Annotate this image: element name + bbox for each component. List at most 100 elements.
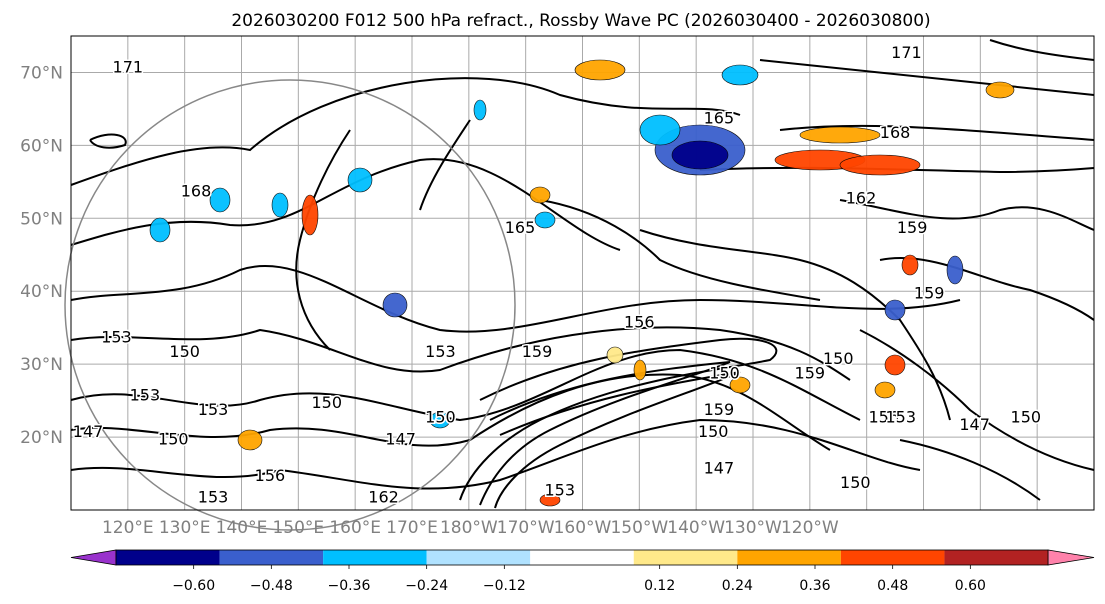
contour-label: 150 [169,342,200,361]
longitude-tick-label: 170°E [386,518,438,538]
contour-label: 171 [113,57,144,76]
contour-label: 162 [846,189,877,208]
longitude-labels: 120°E 130°E 140°E 150°E 160°E 170°E 180°W 170°W… [102,518,839,538]
contour-label: 150 [709,364,740,383]
refractivity-contour-line [899,439,1041,501]
contour-label: 150 [823,349,854,368]
contour-label: 153 [198,488,229,507]
contour-label: 159 [522,342,553,361]
refractivity-contour-line [699,166,1095,174]
latitude-tick-label: 70°N [20,63,63,83]
colorbar-segment [323,550,427,565]
longitude-tick-label: 160°E [329,518,381,538]
refractivity-contour-line [839,199,1095,231]
pc-shaded-region [799,126,881,144]
refractivity-contour-line [539,199,821,301]
longitude-tick-label: 130°E [159,518,211,538]
colorbar-tick-label: 0.60 [955,578,986,594]
refractivity-contour-line [295,129,351,351]
longitude-tick-label: 180°W [440,518,498,538]
colorbar-segment [116,550,220,565]
gridlines [71,36,1094,510]
contour-label: 153 [425,342,456,361]
pc-shaded-region [429,411,451,429]
rossby-wave-pc-shading [149,59,1015,507]
pc-shaded-region [639,114,681,146]
contour-label: 165 [704,109,735,128]
contour-label: 150 [311,393,342,412]
contour-label: 147 [959,415,990,434]
refractivity-contour-line [70,418,921,490]
contour-label: 159 [914,284,945,303]
pc-shaded-region [473,99,487,121]
longitude-tick-label: 150°E [272,518,324,538]
colorbar-segment [426,550,531,565]
colorbar-segment [530,550,634,565]
pc-shaded-region [301,194,319,236]
colorbar-tick-label: −0.60 [172,578,215,594]
refractivity-contour-line [479,361,731,506]
contour-labels: 1711681651651681711621591591561591531531… [71,41,1042,508]
colorbar-tick-label: 0.24 [722,578,753,594]
refractivity-contour-line [779,124,1095,141]
colorbar-frame [115,549,1049,566]
colorbar-tick-label: 0.48 [877,578,908,594]
pc-shaded-region [671,140,729,170]
refractivity-contour-line [494,371,741,509]
colorbar-extension-low [70,549,117,566]
pc-shaded-region [606,346,624,364]
pc-shaded-region [633,359,647,381]
latitude-labels: 70°N 60°N 50°N 40°N 30°N 20°N [20,63,63,448]
longitude-tick-label: 130°W [724,518,782,538]
colorbar-tick-label: −0.36 [328,578,371,594]
pc-shaded-region [529,186,551,204]
colorbar-tick-label: −0.24 [405,578,448,594]
colorbar-segment [737,550,841,565]
pc-shaded-region [721,64,759,86]
contour-label: 156 [868,407,899,426]
contour-label: 156 [255,466,286,485]
contour-label: 147 [73,422,104,441]
longitude-tick-label: 120°W [781,518,839,538]
refractivity-contour-line [70,77,741,186]
longitude-tick-label: 170°W [497,518,555,538]
map-panel: 1711681651651681711621591591561591531531… [64,35,1095,531]
refractivity-contour-line [859,329,1095,471]
pc-shaded-region [901,254,919,276]
pc-shaded-region [839,154,921,176]
pc-shaded-region [347,167,373,193]
pc-shaded-region [884,299,906,321]
contour-label: 168 [181,181,212,200]
refractivity-contour-line [879,257,1095,321]
pc-shaded-region [729,376,751,394]
refractivity-contour-line [639,229,951,421]
contour-label: 168 [880,123,911,142]
contour-label: 165 [505,218,536,237]
pc-shaded-region [382,292,408,318]
map-frame [70,35,1095,511]
colorbar: −0.60 −0.48 −0.36 −0.24 −0.12 0.12 0.24 0.36 0.4… [70,549,1095,594]
pc-shaded-region [884,354,906,376]
latitude-tick-label: 60°N [20,136,63,156]
latitude-tick-label: 20°N [20,428,63,448]
contour-label: 150 [158,429,189,448]
colorbar-tick-label: −0.48 [250,578,293,594]
contour-label: 150 [840,473,871,492]
chart-title: 2026030200 F012 500 hPa refract., Rossby… [231,11,930,31]
colorbar-tick-label: 0.36 [799,578,830,594]
colorbar-segment [219,550,324,565]
contour-label: 147 [704,459,735,478]
contour-label: 159 [795,364,826,383]
pc-shaded-region [149,217,171,243]
refractivity-contour-line [759,59,1095,96]
refractivity-contour-line [419,119,471,211]
pc-shaded-region [874,381,896,399]
latitude-tick-label: 50°N [20,209,63,229]
contour-label: 150 [425,407,456,426]
refractivity-contour-line [70,265,961,333]
contour-label: 159 [704,400,735,419]
colorbar-segment [944,550,1048,565]
contour-label: 153 [130,386,161,405]
longitude-tick-label: 150°W [610,518,668,538]
